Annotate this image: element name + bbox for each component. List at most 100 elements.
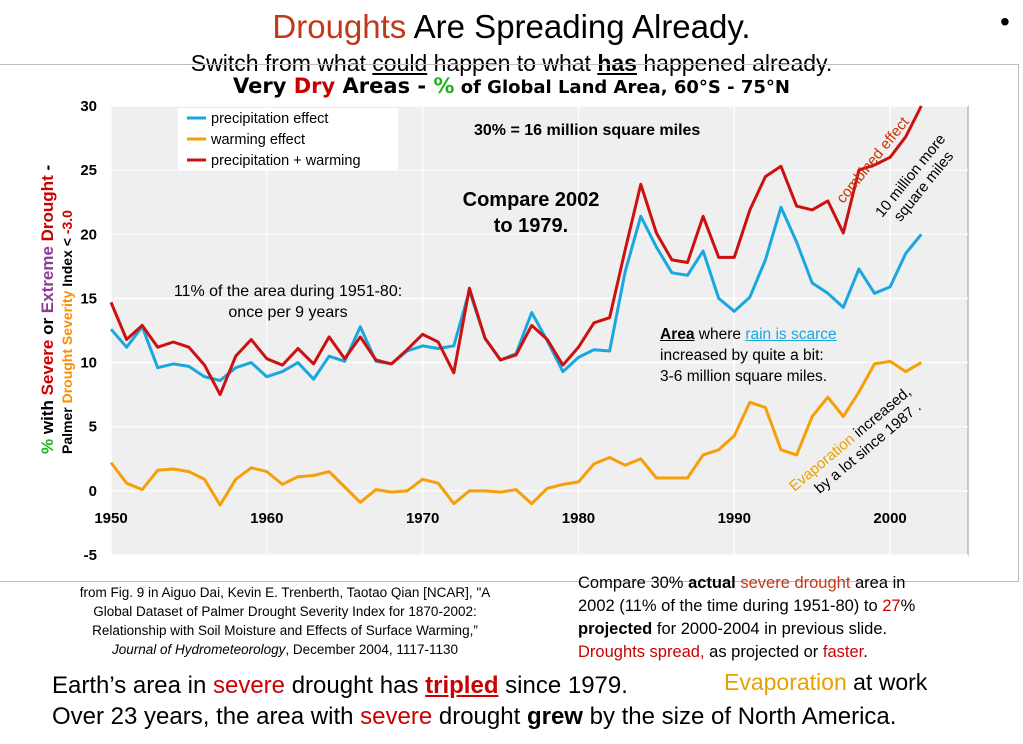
cmp-g: as projected or: [704, 643, 823, 661]
y-label-dash: -: [38, 164, 57, 176]
title-droughts: Droughts: [272, 8, 407, 45]
subtitle-could: could: [372, 50, 428, 76]
y-label-dsev: Drought Severity: [59, 290, 75, 404]
y-label-line1: % with Severe or Extreme Drought -: [38, 165, 58, 454]
x-tick-label: 1990: [718, 510, 751, 527]
cite-line4: Journal of Hydrometeorology, December 20…: [30, 640, 540, 659]
legend: precipitation effect warming effect precip…: [178, 108, 398, 170]
cmp-actual: actual: [688, 574, 736, 592]
y-label-drought: Drought: [38, 175, 57, 247]
cite-line1: from Fig. 9 in Aiguo Dai, Kevin E. Trenb…: [79, 585, 491, 600]
f1-a: Earth’s area in: [52, 672, 213, 699]
compare-line1: Compare 2002: [462, 189, 600, 211]
y-tick-label: 5: [89, 419, 97, 436]
f1-tripled: tripled: [425, 672, 499, 699]
y-tick-label: 10: [80, 355, 97, 372]
subtitle-has: has: [597, 50, 637, 76]
y-label-with: with: [38, 395, 57, 439]
compare-line2: to 1979.: [493, 215, 569, 237]
bullet-glyph: •: [1000, 6, 1010, 37]
f2-c: by the size of North America.: [582, 703, 897, 730]
y-label-extreme: Extreme: [38, 246, 57, 314]
subtitle-post: happened already.: [636, 50, 833, 76]
thirty-pct-note: 30% = 16 million square miles: [474, 122, 701, 139]
f1-severe: severe: [212, 672, 286, 699]
figure-frame: [0, 64, 1019, 582]
y-label-severe: Severe: [38, 339, 57, 396]
cite-line3: Relationship with Soil Moisture and Effe…: [92, 623, 478, 638]
x-tick-label: 1950: [94, 510, 127, 527]
series-line-precipitation-warming: [109, 105, 923, 397]
eleven-line2: once per 9 years: [228, 304, 348, 321]
eleven-line1: 11% of the area during 1951-80:: [173, 283, 403, 300]
y-label-line2: Palmer Drought Severity Index < -3.0: [58, 165, 76, 454]
heading-very: Very: [233, 74, 294, 98]
f2-a: Over 23 years, the area with: [52, 703, 361, 730]
y-label-threshold: -3.0: [59, 210, 75, 235]
rain-scarce-link: rain is scarce: [745, 326, 837, 343]
footer-line2: Over 23 years, the area with severe drou…: [52, 702, 896, 732]
f2-grew: grew: [526, 703, 583, 730]
cmp-h: .: [863, 643, 868, 661]
area-where: where: [694, 326, 746, 343]
area-note: Area where rain is scarce increased by q…: [660, 324, 837, 387]
y-tick-label: 15: [80, 290, 97, 307]
heading-latitudes: 60°S - 75°N: [673, 77, 790, 98]
subtitle-pre: Switch from what: [190, 50, 373, 76]
x-tick-labels: 1950 1960 1970 1980 1990 2000: [94, 510, 906, 527]
y-label-palmer: Palmer: [59, 403, 75, 454]
slide-subtitle: Switch from what could happen to what ha…: [0, 49, 1023, 77]
footer-line1: Earth’s area in severe drought has tripl…: [52, 671, 628, 701]
evap-work-rest: at work: [846, 669, 928, 695]
evaporation-at-work: Evaporation at work: [724, 667, 927, 697]
f1-c: since 1979.: [498, 672, 628, 699]
gridlines: [110, 105, 968, 556]
x-tick-label: 1980: [562, 510, 595, 527]
area-line1: Area where rain is scarce: [660, 324, 837, 345]
y-label-or: or: [38, 313, 57, 340]
y-axis-label: % with Severe or Extreme Drought - Palme…: [38, 165, 76, 454]
legend-label: precipitation effect: [211, 111, 328, 127]
source-citation: from Fig. 9 in Aiguo Dai, Kevin E. Trenb…: [30, 583, 540, 659]
cmp-projected: projected: [578, 620, 653, 638]
legend-label: warming effect: [210, 132, 305, 148]
cmp-e: %: [900, 597, 916, 615]
cmp-d: 2002 (11% of the time during 1951-80) to: [578, 597, 883, 615]
subtitle-mid: happen to what: [427, 50, 598, 76]
area-line2: increased by quite a bit:: [660, 347, 824, 364]
y-label-index: Index <: [59, 234, 75, 291]
legend-label: precipitation + warming: [211, 153, 361, 169]
cite-journal: Journal of Hydrometeorology: [112, 642, 286, 657]
y-tick-label: 30: [80, 98, 97, 115]
heading-dry: Dry: [293, 74, 336, 98]
area-line3: 3-6 million square miles.: [660, 368, 828, 385]
area-word: Area: [660, 326, 695, 343]
f1-b: drought has: [285, 672, 426, 699]
cmp-c: area in: [850, 574, 906, 592]
compare-note: Compare 30% actual severe drought area i…: [578, 572, 988, 664]
cite-line2: Global Dataset of Palmer Drought Severit…: [93, 604, 477, 619]
cmp-severe-drought: severe drought: [740, 574, 851, 592]
cmp-f: for 2000-2004 in previous slide.: [652, 620, 888, 638]
series-line-warming-effect: [109, 359, 923, 507]
x-tick-label: 1970: [406, 510, 439, 527]
y-tick-label: 20: [80, 226, 97, 243]
cmp-27: 27: [882, 597, 901, 615]
cite-date: , December 2004, 1117-1130: [285, 642, 458, 657]
legend-box: [178, 108, 398, 170]
cmp-a: Compare 30%: [578, 574, 689, 592]
title-rest: Are Spreading Already.: [406, 8, 751, 45]
heading-pct: %: [433, 74, 455, 98]
y-tick-label: -5: [84, 547, 97, 564]
chart-heading: Very Dry Areas - % of Global Land Area, …: [0, 74, 1023, 100]
cmp-droughts-spread: Droughts spread,: [578, 643, 705, 661]
evap-work-word: Evaporation: [724, 669, 847, 695]
cmp-faster: faster: [822, 643, 864, 661]
slide-title: Droughts Are Spreading Already.: [0, 8, 1023, 46]
heading-areas: Areas -: [335, 74, 434, 98]
y-tick-labels: -5 0 5 10 15 20 25 30: [80, 98, 97, 564]
f2-b: drought: [432, 703, 527, 730]
series-lines: [109, 105, 923, 507]
y-tick-label: 25: [80, 162, 97, 179]
